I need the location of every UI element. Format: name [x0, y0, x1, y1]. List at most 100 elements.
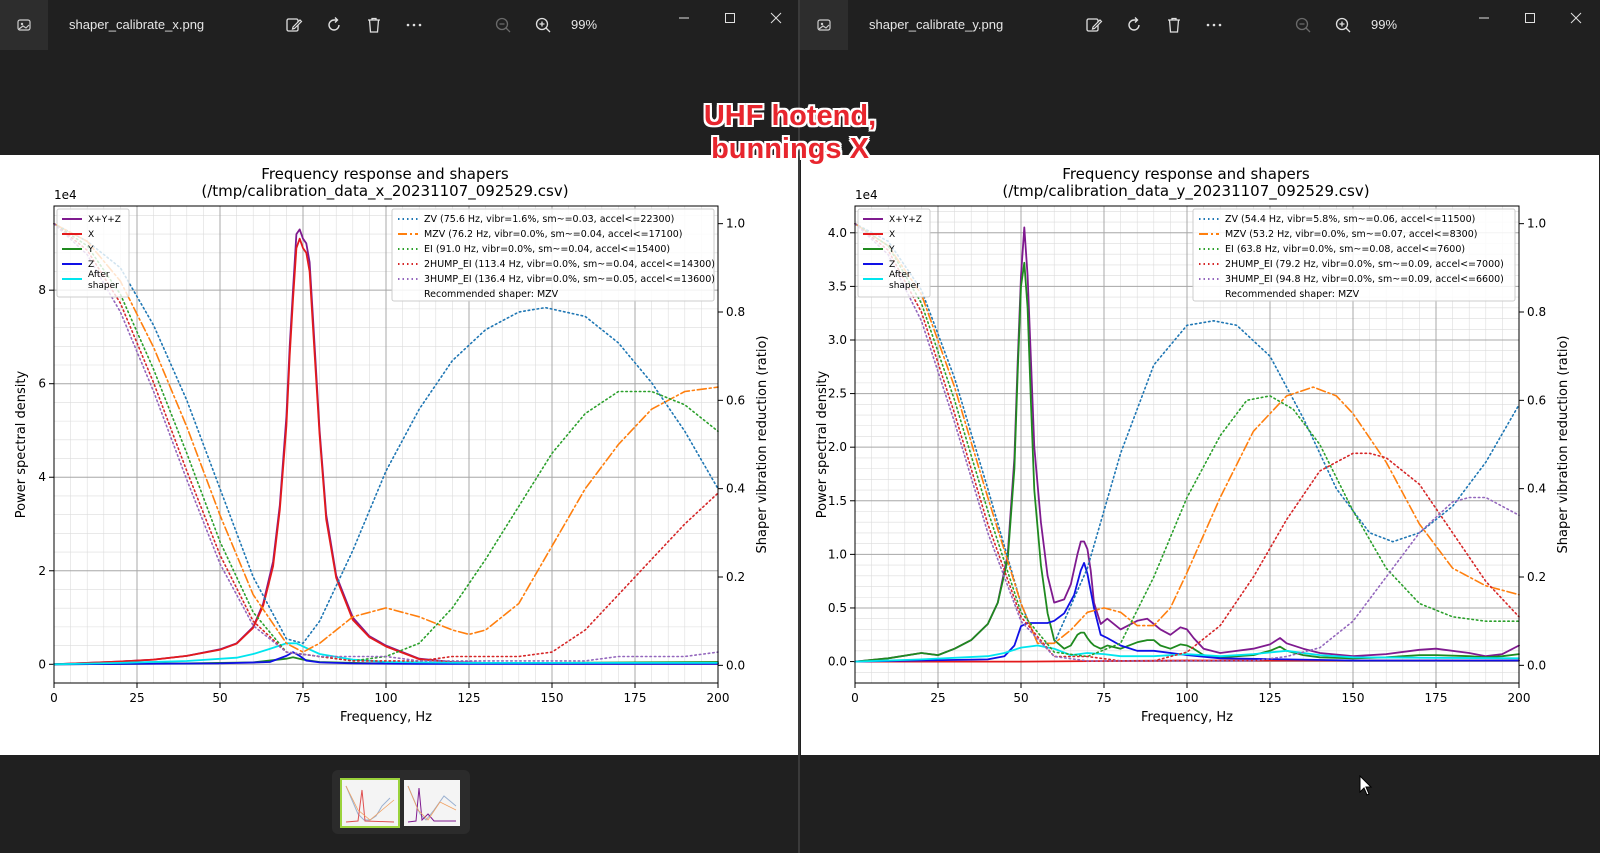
right-chart: Frequency response and shapers(/tmp/cali…	[815, 165, 1571, 725]
left-zoom-level[interactable]: 99%	[571, 17, 598, 32]
x-tick-label: 25	[930, 691, 945, 705]
series-zv	[53, 222, 719, 645]
zoom-out-icon[interactable]	[491, 13, 515, 37]
legend-right-box	[1192, 208, 1516, 302]
zoom-in-icon[interactable]	[1331, 13, 1355, 37]
series-2hump-ei	[53, 222, 719, 662]
right-filename: shaper_calibrate_y.png	[869, 17, 1004, 32]
overlay-caption: UHF hotend, bunnings X	[660, 100, 920, 166]
x-tick-label: 200	[707, 691, 730, 705]
left-chart: Frequency response and shapers(/tmp/cali…	[14, 165, 770, 725]
x-tick-label: 125	[1259, 691, 1282, 705]
series-zv	[854, 222, 1520, 645]
legend-left-label: X	[88, 230, 94, 240]
legend-left-label: Z	[88, 260, 94, 270]
series-2hump-ei	[854, 222, 1520, 662]
photos-app-icon[interactable]	[800, 0, 848, 50]
series-z	[53, 651, 719, 666]
right-maximize-icon[interactable]	[1515, 6, 1545, 30]
thumbnail-x[interactable]	[340, 778, 400, 828]
left-titlebar: shaper_calibrate_x.png 99%	[0, 0, 798, 50]
y-tick-label: 1.5	[828, 494, 847, 508]
x-tick-label: 200	[1508, 691, 1531, 705]
y2-axis-label: Shaper vibration reduction (ratio)	[755, 336, 770, 554]
legend-left-label: X	[889, 230, 895, 240]
y2-tick-label: 0.4	[1527, 482, 1546, 496]
legend-left-label: Y	[87, 245, 94, 255]
left-viewer-window: shaper_calibrate_x.png 99% Frequency res…	[0, 0, 798, 853]
x-tick-label: 50	[1013, 691, 1028, 705]
y-tick-label: 8	[38, 283, 46, 297]
chart-title: Frequency response and shapers	[261, 165, 509, 183]
legend-right-label: 2HUMP_EI (113.4 Hz, vibr=0.0%, sm~=0.04,…	[424, 259, 715, 270]
y-tick-label: 0.0	[828, 655, 847, 669]
legend-right-label: EI (63.8 Hz, vibr=0.0%, sm~=0.08, accel<…	[1225, 244, 1465, 255]
right-minimize-icon[interactable]	[1469, 6, 1499, 30]
y-tick-label: 1.0	[828, 547, 847, 561]
legend-right-label: ZV (75.6 Hz, vibr=1.6%, sm~=0.03, accel<…	[424, 214, 674, 225]
series-x	[53, 237, 719, 666]
zoom-in-icon[interactable]	[531, 13, 555, 37]
y2-axis-label: Shaper vibration reduction (ratio)	[1556, 336, 1571, 554]
left-image-canvas: Frequency response and shapers (/tmp/cali…	[0, 155, 798, 755]
y-tick-label: 2	[38, 564, 46, 578]
overlay-caption-line2: bunnings X	[711, 133, 869, 165]
delete-icon[interactable]	[1162, 13, 1186, 37]
right-zoom-level[interactable]: 99%	[1371, 17, 1398, 32]
plot-frame	[854, 205, 1520, 684]
x-axis-label: Frequency, Hz	[340, 710, 432, 725]
x-tick-label: 0	[851, 691, 859, 705]
y-scale-label: 1e4	[54, 188, 77, 202]
y2-tick-label: 0.6	[1527, 393, 1546, 407]
chart-title: Frequency response and shapers	[1062, 165, 1310, 183]
y-tick-label: 4	[38, 470, 46, 484]
filmstrip	[332, 770, 470, 834]
rotate-icon[interactable]	[1122, 13, 1146, 37]
legend-left-label: X+Y+Z	[889, 215, 922, 225]
series-after-shaper	[854, 644, 1520, 663]
x-axis-label: Frequency, Hz	[1141, 710, 1233, 725]
y-tick-label: 2.0	[828, 440, 847, 454]
legend-right-label: 3HUMP_EI (94.8 Hz, vibr=0.0%, sm~=0.09, …	[1225, 274, 1504, 285]
legend-left-label: shaper	[889, 281, 920, 291]
chart-subtitle: (/tmp/calibration_data_x_20231107_092529…	[201, 182, 568, 201]
y-axis-label: Power spectral density	[14, 370, 29, 518]
x-tick-label: 175	[1425, 691, 1448, 705]
y-tick-label: 6	[38, 377, 46, 391]
x-tick-label: 75	[1096, 691, 1111, 705]
edit-icon[interactable]	[282, 13, 306, 37]
series-z	[854, 561, 1520, 663]
series-3hump-ei	[854, 222, 1520, 662]
legend-right-label: 3HUMP_EI (136.4 Hz, vibr=0.0%, sm~=0.05,…	[424, 274, 715, 285]
more-icon[interactable]	[1202, 13, 1226, 37]
left-maximize-icon[interactable]	[715, 6, 745, 30]
thumbnail-y[interactable]	[404, 780, 460, 826]
y-tick-label: 4.0	[828, 226, 847, 240]
y2-tick-label: 0.2	[1527, 570, 1546, 584]
legend-left-label: After	[889, 270, 911, 280]
series-y	[854, 261, 1520, 663]
edit-icon[interactable]	[1082, 13, 1106, 37]
more-icon[interactable]	[402, 13, 426, 37]
legend-left-box	[857, 208, 931, 298]
series-ei	[854, 222, 1520, 658]
right-close-icon[interactable]	[1561, 6, 1591, 30]
delete-icon[interactable]	[362, 13, 386, 37]
left-close-icon[interactable]	[761, 6, 791, 30]
y2-tick-label: 0.8	[1527, 305, 1546, 319]
left-minimize-icon[interactable]	[669, 6, 699, 30]
legend-right-label: Recommended shaper: MZV	[424, 289, 559, 300]
y2-tick-label: 0.8	[726, 305, 745, 319]
zoom-out-icon[interactable]	[1291, 13, 1315, 37]
x-tick-label: 50	[212, 691, 227, 705]
y-axis-label: Power spectral density	[815, 370, 830, 518]
x-tick-label: 100	[1176, 691, 1199, 705]
mouse-cursor-icon	[1359, 774, 1373, 801]
right-viewer-window: shaper_calibrate_y.png 99% Frequency res…	[800, 0, 1600, 853]
legend-left-box	[56, 208, 130, 298]
rotate-icon[interactable]	[322, 13, 346, 37]
x-tick-label: 175	[624, 691, 647, 705]
y2-tick-label: 1.0	[726, 217, 745, 231]
photos-app-icon[interactable]	[0, 0, 48, 50]
y2-tick-label: 0.4	[726, 482, 745, 496]
